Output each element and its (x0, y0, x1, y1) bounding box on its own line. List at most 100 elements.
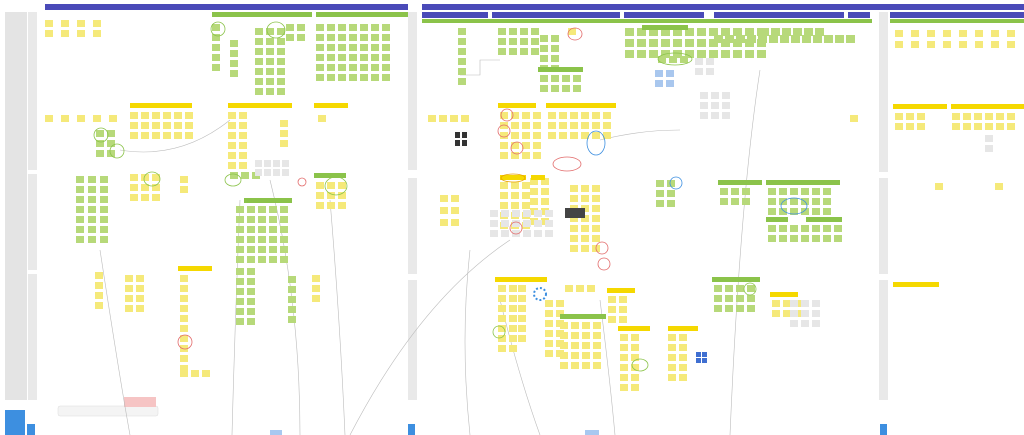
sticky-note (620, 334, 628, 341)
sticky-note (236, 236, 244, 243)
sticky-note (269, 216, 277, 223)
group-header (668, 326, 698, 331)
sticky-note (338, 24, 346, 31)
section-header (422, 4, 1024, 10)
sticky-note (382, 74, 390, 81)
highlight-circle (210, 21, 226, 37)
sticky-note (371, 64, 379, 71)
row-label (28, 274, 37, 400)
sticky-note (236, 288, 244, 295)
sticky-note (545, 230, 553, 237)
sticky-note (720, 188, 728, 195)
sticky-note (812, 188, 820, 195)
sticky-note (560, 362, 568, 369)
sticky-note (327, 192, 335, 199)
sticky-note (592, 122, 600, 129)
sticky-note (255, 38, 263, 45)
group-header (770, 292, 798, 297)
sticky-note (779, 188, 787, 195)
scroll-marker (585, 430, 599, 435)
sticky-note (540, 55, 548, 62)
sticky-note (706, 68, 714, 75)
sticky-note (758, 35, 767, 43)
sticky-note (556, 300, 564, 307)
sticky-note (498, 38, 506, 45)
sticky-note (711, 112, 719, 119)
sticky-note (316, 64, 324, 71)
minimap[interactable] (5, 410, 25, 435)
sticky-note (747, 305, 755, 312)
sticky-note (498, 305, 506, 312)
sticky-note (88, 176, 96, 183)
minimap[interactable] (27, 424, 35, 435)
sticky-note (668, 374, 676, 381)
sticky-note (95, 282, 103, 289)
sticky-note (985, 135, 993, 142)
sticky-note (541, 198, 549, 205)
sticky-note (782, 28, 791, 36)
sticky-note (236, 256, 244, 263)
sticky-note (152, 194, 160, 201)
group-header (642, 25, 688, 30)
sticky-note (428, 115, 436, 122)
sticky-note (509, 28, 517, 35)
sticky-note (312, 295, 320, 302)
sticky-note (522, 182, 530, 189)
sticky-note (141, 112, 149, 119)
minimap[interactable] (880, 424, 887, 435)
toolbar[interactable] (57, 405, 159, 417)
group-header (314, 103, 348, 108)
sticky-note (697, 28, 706, 36)
sticky-note (312, 285, 320, 292)
sticky-note (277, 48, 285, 55)
highlight-circle (224, 173, 242, 187)
sticky-note (582, 322, 590, 329)
sticky-note (592, 195, 600, 202)
sticky-note (255, 160, 262, 167)
sticky-note (277, 68, 285, 75)
sticky-note (714, 285, 722, 292)
sticky-note (812, 198, 820, 205)
section-header (45, 4, 408, 10)
sticky-note (258, 246, 266, 253)
sticky-note (130, 122, 138, 129)
sticky-note (236, 278, 244, 285)
sticky-note (264, 169, 271, 176)
highlight-circle (657, 52, 693, 66)
sticky-note (76, 226, 84, 233)
sticky-note (711, 102, 719, 109)
sticky-note (382, 34, 390, 41)
sticky-note (498, 335, 506, 342)
sticky-note (1007, 123, 1015, 130)
sticky-note (458, 68, 466, 75)
sticky-note (498, 28, 506, 35)
sticky-note (247, 226, 255, 233)
sticky-note (255, 48, 263, 55)
connector (119, 119, 231, 153)
sticky-note (522, 192, 530, 199)
sticky-note (258, 216, 266, 223)
sticky-note (801, 188, 809, 195)
sticky-note (582, 362, 590, 369)
connector (99, 249, 131, 435)
sticky-note (533, 132, 541, 139)
sticky-note (236, 246, 244, 253)
minimap[interactable] (408, 424, 415, 435)
sticky-note (236, 318, 244, 325)
sticky-note (76, 206, 84, 213)
sticky-note (530, 188, 538, 195)
sticky-note (180, 186, 188, 193)
sticky-note (522, 132, 530, 139)
sticky-note (541, 178, 549, 185)
sticky-note (141, 184, 149, 191)
sticky-note (952, 123, 960, 130)
sticky-note (783, 310, 791, 317)
sticky-note (382, 54, 390, 61)
column-header (714, 12, 844, 18)
sticky-note (812, 300, 820, 307)
sticky-note (523, 220, 531, 227)
sticky-note (571, 342, 579, 349)
sticky-note (228, 132, 236, 139)
sticky-note (360, 74, 368, 81)
sticky-note (668, 344, 676, 351)
